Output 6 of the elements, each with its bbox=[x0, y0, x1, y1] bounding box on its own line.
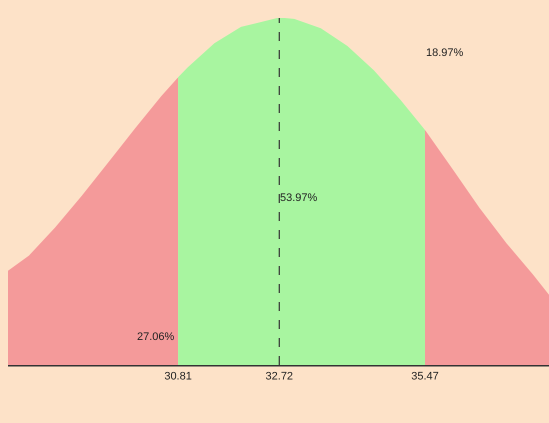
x-tick-label: 35.47 bbox=[411, 370, 439, 383]
annotation: 53.97% bbox=[280, 192, 318, 204]
x-tick-label: 30.81 bbox=[164, 370, 192, 383]
x-tick-label: 32.72 bbox=[266, 370, 294, 383]
annotation: 18.97% bbox=[426, 47, 464, 59]
annotation: 27.06% bbox=[137, 331, 175, 343]
